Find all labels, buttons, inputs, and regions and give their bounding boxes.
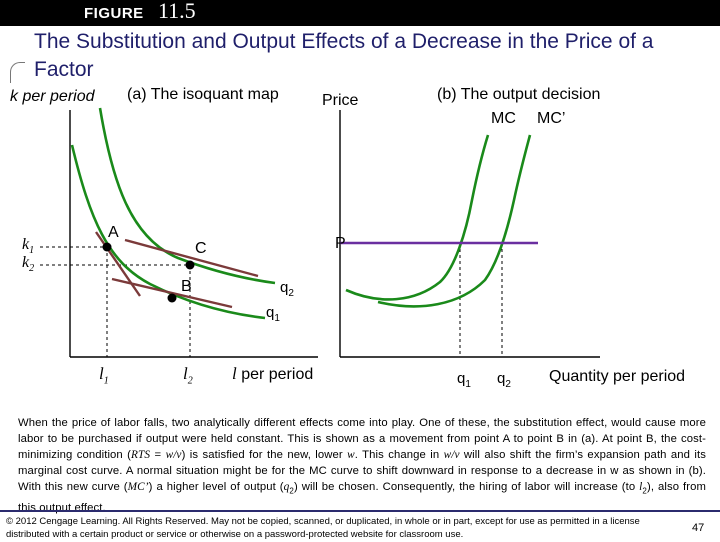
title-bracket	[10, 62, 25, 83]
figure-caption: When the price of labor falls, two analy…	[18, 417, 707, 514]
point-b-dot	[167, 293, 177, 303]
isoquant-q2	[98, 107, 276, 285]
output-q2-label: q2	[497, 370, 511, 390]
figure-header-bar: FIGURE 11.5	[0, 0, 720, 26]
panel-b-y-axis-label: Price	[322, 92, 359, 109]
isoquant-q1-label: q1	[266, 304, 280, 324]
new-isocost-line-b	[111, 277, 233, 309]
panel-a-title: (a) The isoquant map	[127, 86, 279, 103]
l1-label: l1	[99, 364, 109, 387]
point-c-label: C	[195, 240, 207, 257]
panel-b-x-axis-label: Quantity per period	[549, 368, 686, 385]
figure-label: FIGURE	[84, 5, 144, 22]
copyright-notice: © 2012 Cengage Learning. All Rights Rese…	[6, 516, 640, 540]
output-q1-label: q1	[457, 370, 471, 390]
k1-label: k1	[22, 236, 35, 257]
new-isocost-line-c	[124, 238, 259, 278]
panel-a-points	[102, 242, 195, 303]
isoquant-q1	[70, 144, 266, 320]
panel-b-title: (b) The output decision	[437, 86, 601, 103]
point-a-dot	[102, 242, 112, 252]
panel-a-y-axis-label: k per period	[10, 88, 95, 105]
slide-title: The Substitution and Output Effects of a…	[34, 30, 654, 81]
point-b-label: B	[181, 278, 192, 295]
price-label: P	[335, 235, 346, 252]
mc-label: MC	[491, 110, 516, 127]
panel-b-mc-curves	[345, 134, 532, 308]
mc-prime-curve	[377, 134, 532, 308]
panel-a-guides	[40, 246, 191, 357]
panel-b-axes	[339, 110, 600, 358]
point-c-dot	[185, 260, 195, 270]
k2-label: k2	[22, 254, 35, 275]
old-isocost-line	[95, 231, 141, 297]
slide-footer: © 2012 Cengage Learning. All Rights Rese…	[0, 510, 720, 542]
mc-curve	[345, 134, 490, 301]
mc-prime-label: MC’	[537, 110, 566, 127]
point-a-label: A	[108, 224, 119, 241]
l2-label: l2	[183, 364, 193, 387]
panel-a-x-axis-label: l per period	[232, 364, 314, 383]
panel-b-guides	[459, 243, 503, 357]
panel-a-budget-lines	[95, 231, 259, 309]
panel-a-isoquants	[70, 107, 276, 320]
isoquant-q2-label: q2	[280, 279, 294, 299]
panel-a-axes	[69, 110, 318, 358]
page-number: 47	[692, 522, 705, 534]
figure-number: 11.5	[158, 0, 196, 23]
